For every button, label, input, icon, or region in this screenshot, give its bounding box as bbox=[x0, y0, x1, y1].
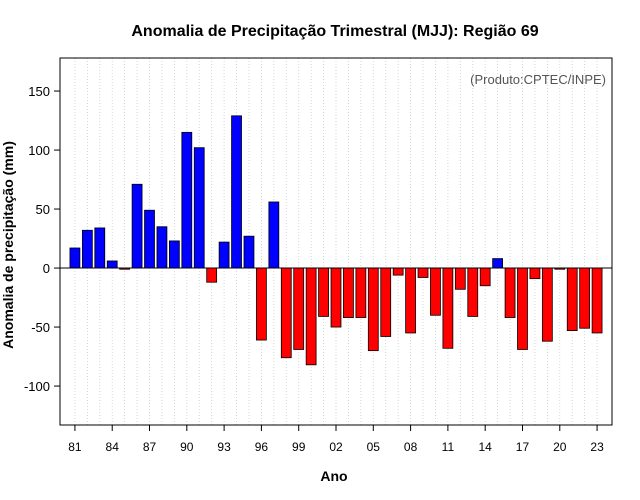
x-tick-label: 20 bbox=[553, 440, 567, 454]
bar-2000 bbox=[305, 267, 317, 366]
bar-2001 bbox=[318, 267, 329, 317]
bar-1989 bbox=[169, 240, 180, 269]
bar-series bbox=[69, 115, 603, 366]
x-tick-label: 08 bbox=[404, 440, 418, 454]
bar-2012 bbox=[454, 267, 466, 290]
x-tick-label: 87 bbox=[143, 440, 157, 454]
x-tick-label: 14 bbox=[479, 440, 493, 454]
bar-1987 bbox=[144, 209, 155, 269]
bar-2007 bbox=[392, 267, 404, 276]
x-tick-label: 02 bbox=[329, 440, 343, 454]
bar-1982 bbox=[81, 229, 93, 269]
bar-2005 bbox=[367, 267, 379, 352]
x-tick-label: 96 bbox=[255, 440, 269, 454]
y-tick-label: 150 bbox=[28, 84, 50, 99]
y-tick-label: -100 bbox=[24, 379, 50, 394]
x-tick-label: 81 bbox=[68, 440, 82, 454]
bar-1993 bbox=[218, 241, 230, 269]
x-tick-label: 84 bbox=[106, 440, 120, 454]
x-tick-label: 23 bbox=[590, 440, 604, 454]
bar-2010 bbox=[430, 267, 441, 316]
bar-1984 bbox=[106, 260, 118, 269]
bar-2011 bbox=[442, 267, 454, 349]
y-axis-label: Anomalia de precipitação (mm) bbox=[0, 141, 16, 349]
bar-1990 bbox=[181, 131, 193, 269]
bar-2022 bbox=[579, 267, 591, 329]
bar-2008 bbox=[405, 267, 416, 334]
bar-2017 bbox=[517, 267, 528, 350]
bar-2018 bbox=[529, 267, 541, 280]
y-tick-label: 0 bbox=[43, 261, 50, 276]
bar-2002 bbox=[330, 267, 342, 328]
bar-1991 bbox=[193, 147, 205, 269]
bar-2009 bbox=[417, 267, 429, 278]
x-tick-label: 90 bbox=[180, 440, 194, 454]
bar-1986 bbox=[131, 183, 143, 269]
y-tick-label: -50 bbox=[31, 320, 50, 335]
y-tick-label: 100 bbox=[28, 143, 50, 158]
bar-1994 bbox=[231, 115, 242, 269]
bar-1988 bbox=[156, 226, 168, 269]
bar-1992 bbox=[206, 267, 218, 283]
bar-2006 bbox=[380, 267, 392, 337]
bar-1998 bbox=[280, 267, 292, 359]
bar-2003 bbox=[343, 267, 354, 319]
x-tick-label: 99 bbox=[292, 440, 306, 454]
bar-1999 bbox=[293, 267, 305, 350]
bar-1996 bbox=[256, 267, 267, 341]
x-tick-label: 93 bbox=[217, 440, 231, 454]
x-tick-label: 17 bbox=[516, 440, 530, 454]
bar-1995 bbox=[243, 235, 255, 269]
x-axis-label: Ano bbox=[320, 468, 347, 484]
bar-2015 bbox=[492, 258, 503, 269]
chart-title: Anomalia de Precipitação Trimestral (MJJ… bbox=[131, 23, 538, 40]
axes: -100 -50 0 50 100 150 81 84 87 90 93 96 99 02 05 08 11 14… bbox=[24, 84, 604, 454]
x-tick-label: 11 bbox=[442, 440, 455, 454]
bar-1983 bbox=[94, 227, 106, 269]
bar-2004 bbox=[355, 267, 367, 319]
bar-2013 bbox=[467, 267, 479, 317]
bar-2014 bbox=[479, 267, 491, 287]
y-tick-label: 50 bbox=[36, 202, 50, 217]
bar-2023 bbox=[591, 267, 603, 334]
bar-2019 bbox=[541, 267, 553, 342]
source-annotation: (Produto:CPTEC/INPE) bbox=[470, 72, 606, 87]
bar-1997 bbox=[268, 201, 280, 269]
bar-2016 bbox=[504, 267, 516, 319]
bar-1981 bbox=[69, 247, 81, 269]
bar-2021 bbox=[566, 267, 578, 331]
x-tick-label: 05 bbox=[367, 440, 381, 454]
